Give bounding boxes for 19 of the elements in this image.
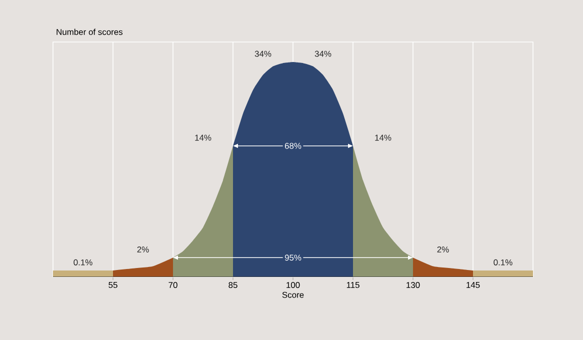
x-tick-label: 115	[346, 282, 360, 288]
x-tick-label: 130	[406, 282, 420, 288]
annotation: 68%	[284, 142, 302, 149]
x-tick-label: 70	[168, 282, 178, 288]
x-tick-label: 85	[228, 282, 238, 288]
annotation: 2%	[137, 246, 149, 252]
y-axis-title: Number of scores	[56, 28, 123, 35]
x-tick-label: 100	[286, 282, 300, 288]
annotation: 2%	[437, 246, 449, 252]
annotation: 14%	[195, 134, 212, 141]
x-tick-label: 55	[108, 282, 118, 288]
annotation: 0.1%	[494, 259, 512, 266]
annotation: 95%	[284, 254, 302, 261]
x-tick-label: 145	[466, 282, 480, 288]
x-axis-title: Score	[282, 292, 304, 298]
annotation: 0.1%	[74, 259, 92, 266]
text: 34%	[314, 50, 332, 57]
annotation: 14%	[375, 134, 392, 141]
text: 34%	[254, 50, 272, 57]
